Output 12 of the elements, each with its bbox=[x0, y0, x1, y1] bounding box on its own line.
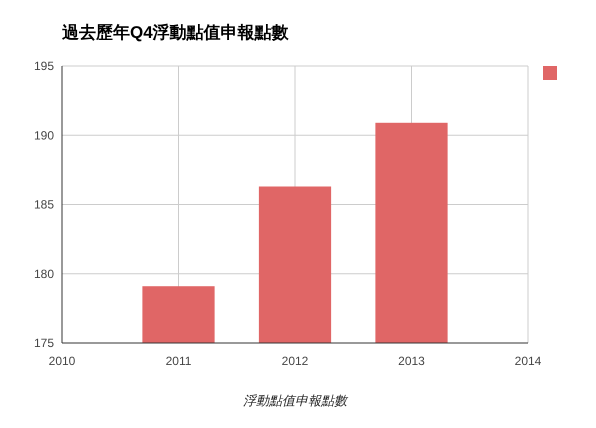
y-tick-label: 195 bbox=[34, 59, 54, 73]
x-tick-label: 2014 bbox=[514, 354, 542, 368]
x-tick-label: 2011 bbox=[166, 354, 192, 368]
chart-title: 過去歷年Q4浮動點值申報點數 bbox=[61, 23, 290, 42]
x-tick-label: 2012 bbox=[282, 354, 309, 368]
y-tick-label: 180 bbox=[34, 266, 54, 281]
x-tick-label: 2010 bbox=[48, 354, 76, 368]
y-tick-label: 175 bbox=[34, 336, 54, 350]
x-axis-title: 浮動點值申報點數 bbox=[243, 393, 349, 408]
y-tick-label: 190 bbox=[34, 128, 54, 142]
x-tick-label: 2013 bbox=[398, 354, 426, 368]
y-tick-label: 185 bbox=[34, 198, 54, 212]
